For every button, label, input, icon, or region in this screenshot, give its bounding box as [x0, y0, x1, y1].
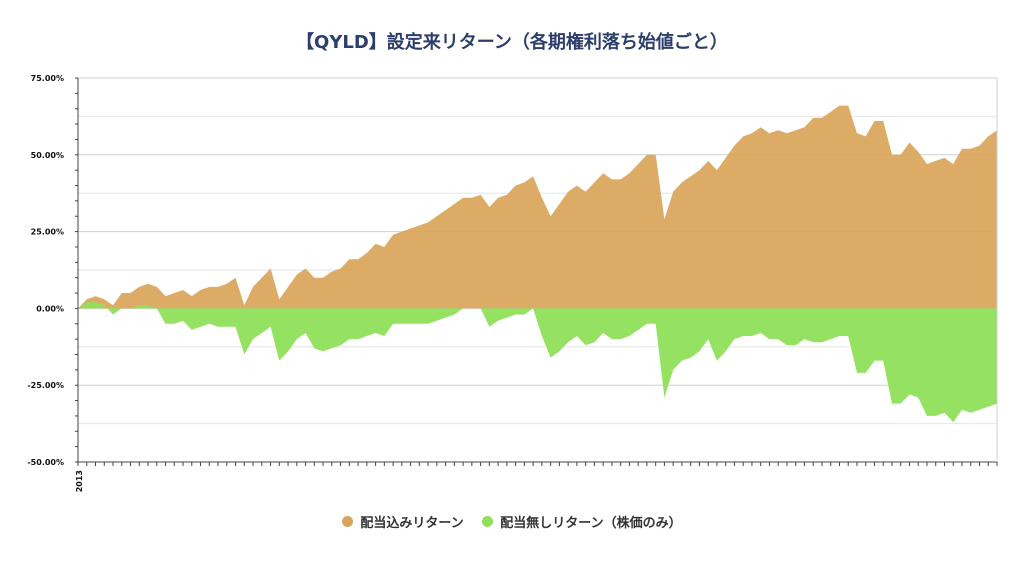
- series-area-0[interactable]: [78, 105, 997, 309]
- y-tick-label: -25.00%: [27, 381, 64, 390]
- x-tick-label: 2013: [75, 470, 84, 492]
- y-tick-label: 50.00%: [31, 151, 64, 160]
- legend-label-dividend: 配当込みリターン: [360, 516, 464, 531]
- legend-item-dividend[interactable]: 配当込みリターン: [342, 512, 464, 531]
- chart-title: 【QYLD】設定来リターン（各期権利落ち始値ごと）: [296, 32, 728, 53]
- legend: 配当込みリターン 配当無しリターン（株価のみ）: [0, 512, 1024, 531]
- y-tick-label: 25.00%: [31, 228, 64, 237]
- series-area-1[interactable]: [78, 302, 997, 423]
- y-tick-label: 0.00%: [36, 304, 64, 313]
- y-tick-label: 75.00%: [31, 74, 64, 83]
- legend-label-price-only: 配当無しリターン（株価のみ）: [500, 516, 682, 531]
- legend-dot-price-only: [482, 516, 494, 527]
- y-tick-label: -50.00%: [27, 458, 64, 467]
- legend-dot-dividend: [342, 516, 354, 527]
- legend-item-price-only[interactable]: 配当無しリターン（株価のみ）: [482, 512, 682, 531]
